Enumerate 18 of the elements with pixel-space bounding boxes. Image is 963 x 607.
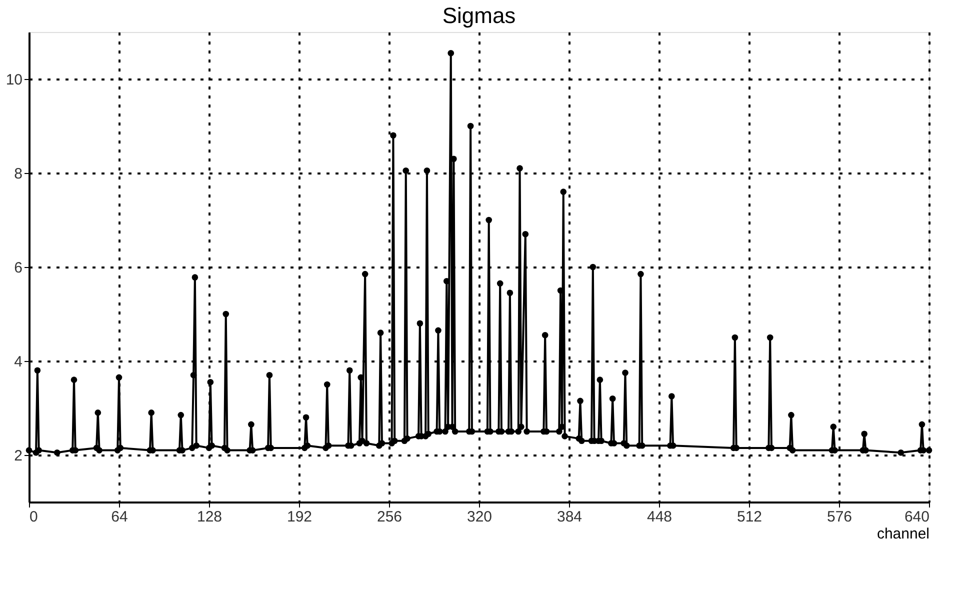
y-tick-label: 10 <box>6 72 22 88</box>
x-tick-label: 256 <box>376 508 402 526</box>
x-tick-label: 384 <box>556 508 582 526</box>
x-tick-label: 448 <box>646 508 672 526</box>
chart-title: Sigmas <box>442 3 516 28</box>
x-tick-label: 192 <box>286 508 312 526</box>
x-tick-label: 128 <box>196 508 222 526</box>
x-tick-label: 512 <box>736 508 762 526</box>
x-tick-label: 320 <box>466 508 492 526</box>
y-tick-label: 6 <box>14 260 22 276</box>
x-tick-label: 576 <box>826 508 852 526</box>
y-tick-label: 4 <box>14 354 22 370</box>
x-axis-title: channel <box>876 526 930 542</box>
x-tick-label: 640 <box>904 508 930 526</box>
y-tick-label: 2 <box>14 448 22 464</box>
x-tick-label: 64 <box>111 508 128 526</box>
x-tick-label: 0 <box>30 508 38 526</box>
y-tick-label: 8 <box>14 166 22 182</box>
